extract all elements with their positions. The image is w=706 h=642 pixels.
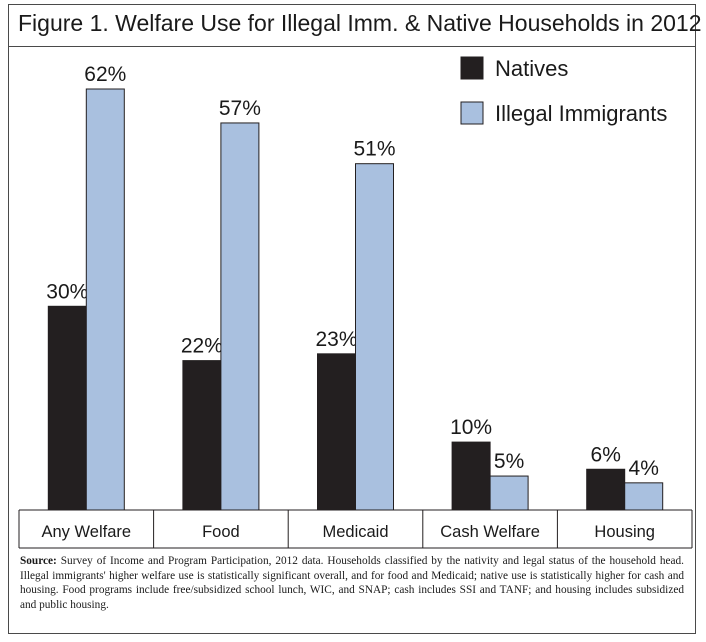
chart-title: Figure 1. Welfare Use for Illegal Imm. &…: [18, 10, 702, 36]
bar-illegal-immigrants: [355, 163, 394, 511]
category-label: Housing: [594, 523, 655, 541]
bar-natives: [451, 441, 491, 511]
data-label: 23%: [315, 328, 357, 351]
bar-natives: [47, 305, 87, 511]
source-note: Source: Survey of Income and Program Par…: [20, 554, 684, 612]
bar-illegal-immigrants: [624, 482, 664, 511]
bar-natives: [317, 353, 356, 511]
data-label: 22%: [181, 335, 223, 358]
source-label: Source:: [20, 555, 57, 567]
bar-illegal-immigrants: [220, 122, 260, 511]
data-label: 57%: [219, 97, 261, 120]
legend-label-illegal-immigrants: Illegal Immigrants: [495, 101, 667, 126]
data-label: 6%: [591, 443, 621, 466]
category-label: Medicaid: [322, 523, 388, 541]
data-label: 10%: [450, 416, 492, 439]
data-label: 4%: [629, 457, 659, 480]
data-label: 51%: [353, 138, 395, 161]
data-label: 62%: [84, 63, 126, 86]
bar-illegal-immigrants: [489, 475, 529, 511]
category-label: Food: [202, 523, 240, 541]
legend-swatch-illegal-immigrants: [460, 101, 484, 125]
bar-natives: [182, 360, 222, 511]
data-label: 30%: [46, 280, 88, 303]
legend-swatch-natives: [460, 56, 484, 80]
legend-label-natives: Natives: [495, 56, 568, 81]
data-label: 5%: [494, 450, 524, 473]
category-label: Cash Welfare: [440, 523, 540, 541]
source-text: Survey of Income and Program Participati…: [20, 555, 685, 611]
title-divider: [8, 46, 696, 47]
bar-illegal-immigrants: [85, 88, 125, 511]
category-label: Any Welfare: [42, 523, 132, 541]
bar-natives: [586, 468, 626, 511]
